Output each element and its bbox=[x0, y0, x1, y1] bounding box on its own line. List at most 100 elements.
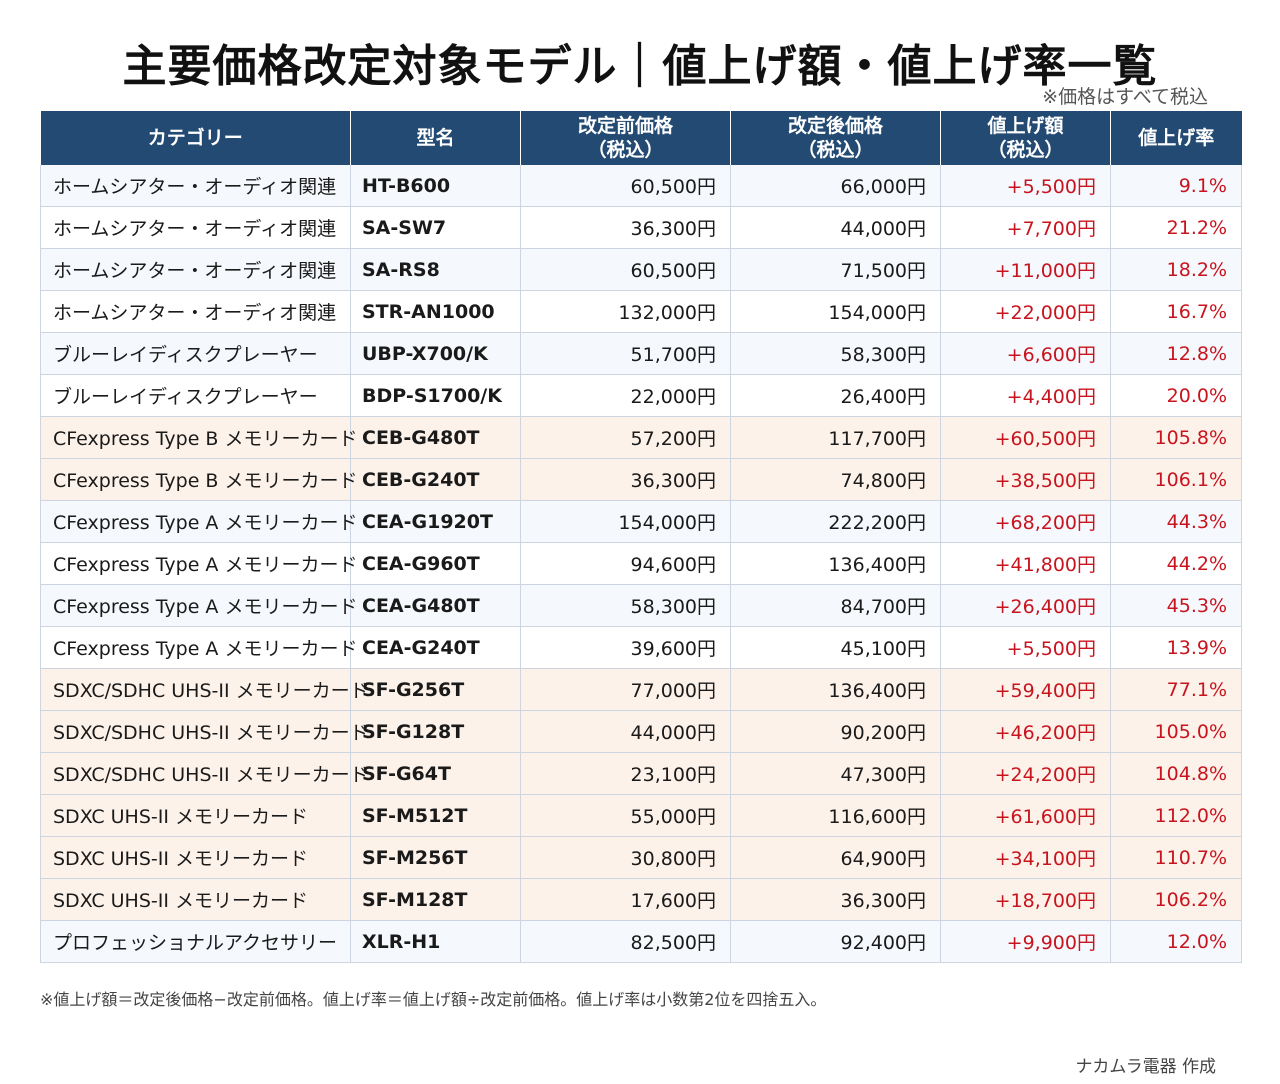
increase-cell: +22,000円 bbox=[940, 290, 1111, 333]
after-price-cell: 117,700円 bbox=[730, 416, 941, 459]
footnote: ※値上げ額＝改定後価格−改定前価格。値上げ率＝値上げ額÷改定前価格。値上げ率は小… bbox=[40, 990, 827, 1009]
rate-cell: 18.2% bbox=[1110, 248, 1242, 291]
rate-cell: 44.3% bbox=[1110, 500, 1242, 543]
rate-cell: 105.8% bbox=[1110, 416, 1242, 459]
category-cell: SDXC/SDHC UHS-II メモリーカード bbox=[40, 752, 369, 795]
increase-cell: +18,700円 bbox=[940, 878, 1111, 921]
category-cell: SDXC/SDHC UHS-II メモリーカード bbox=[40, 668, 369, 711]
category-cell: SDXC/SDHC UHS-II メモリーカード bbox=[40, 710, 369, 753]
model-cell: CEB-G480T bbox=[350, 416, 521, 459]
table-row: CFexpress Type B メモリーカード CEB-G240T 36,300円… bbox=[40, 458, 1242, 501]
rate-cell: 12.8% bbox=[1110, 332, 1242, 375]
table-row: SDXC/SDHC UHS-II メモリーカード SF-G128T 44,000円 9… bbox=[40, 710, 1242, 753]
category-cell: ブルーレイディスクプレーヤー bbox=[40, 332, 351, 375]
increase-cell: +9,900円 bbox=[940, 920, 1111, 963]
before-price-cell: 82,500円 bbox=[520, 920, 731, 963]
table-row: CFexpress Type A メモリーカード CEA-G960T 94,600円… bbox=[40, 542, 1242, 585]
category-cell: CFexpress Type A メモリーカード bbox=[40, 626, 357, 669]
category-cell: SDXC UHS-II メモリーカード bbox=[40, 878, 351, 921]
header-model: 型名 bbox=[350, 111, 521, 165]
increase-cell: +4,400円 bbox=[940, 374, 1111, 417]
model-cell: SF-M256T bbox=[350, 836, 521, 879]
price-table: カテゴリー 型名 改定前価格 （税込） 改定後価格 （税込） 値上げ額 （税込） 値上… bbox=[40, 111, 1242, 963]
category-cell: CFexpress Type B メモリーカード bbox=[40, 458, 358, 501]
header-before-price: 改定前価格 （税込） bbox=[520, 111, 731, 165]
before-price-cell: 154,000円 bbox=[520, 500, 731, 543]
model-cell: SF-G256T bbox=[350, 668, 521, 711]
header-after-price: 改定後価格 （税込） bbox=[730, 111, 941, 165]
rate-cell: 110.7% bbox=[1110, 836, 1242, 879]
rate-cell: 105.0% bbox=[1110, 710, 1242, 753]
table-row: ホームシアター・オーディオ関連 STR-AN1000 132,000円 154,000… bbox=[40, 290, 1242, 333]
before-price-cell: 23,100円 bbox=[520, 752, 731, 795]
before-price-cell: 17,600円 bbox=[520, 878, 731, 921]
before-price-cell: 39,600円 bbox=[520, 626, 731, 669]
category-cell: ホームシアター・オーディオ関連 bbox=[40, 248, 351, 291]
increase-cell: +59,400円 bbox=[940, 668, 1111, 711]
table-row: ホームシアター・オーディオ関連 SA-SW7 36,300円 44,000円 +7,70… bbox=[40, 206, 1242, 249]
table-row: CFexpress Type A メモリーカード CEA-G480T 58,300円… bbox=[40, 584, 1242, 627]
increase-cell: +7,700円 bbox=[940, 206, 1111, 249]
after-price-cell: 90,200円 bbox=[730, 710, 941, 753]
category-cell: SDXC UHS-II メモリーカード bbox=[40, 794, 351, 837]
table-row: CFexpress Type A メモリーカード CEA-G240T 39,600円… bbox=[40, 626, 1242, 669]
before-price-cell: 22,000円 bbox=[520, 374, 731, 417]
increase-cell: +60,500円 bbox=[940, 416, 1111, 459]
header-rate: 値上げ率 bbox=[1110, 111, 1242, 165]
table-row: ホームシアター・オーディオ関連 SA-RS8 60,500円 71,500円 +11,0… bbox=[40, 248, 1242, 291]
credit: ナカムラ電器 作成 bbox=[1075, 1057, 1216, 1077]
before-price-cell: 60,500円 bbox=[520, 248, 731, 291]
page-title: 主要価格改定対象モデル｜値上げ額・値上げ率一覧 bbox=[122, 41, 1158, 92]
model-cell: BDP-S1700/K bbox=[350, 374, 521, 417]
category-cell: CFexpress Type A メモリーカード bbox=[40, 584, 357, 627]
increase-cell: +11,000円 bbox=[940, 248, 1111, 291]
rate-cell: 106.1% bbox=[1110, 458, 1242, 501]
rate-cell: 9.1% bbox=[1110, 165, 1242, 207]
header-category: カテゴリー bbox=[40, 111, 351, 165]
header-increase: 値上げ額 （税込） bbox=[940, 111, 1111, 165]
after-price-cell: 45,100円 bbox=[730, 626, 941, 669]
model-cell: HT-B600 bbox=[350, 165, 521, 207]
before-price-cell: 60,500円 bbox=[520, 165, 731, 207]
increase-cell: +5,500円 bbox=[940, 626, 1111, 669]
after-price-cell: 116,600円 bbox=[730, 794, 941, 837]
table-row: SDXC UHS-II メモリーカード SF-M128T 17,600円 36,300… bbox=[40, 878, 1242, 921]
model-cell: SF-G64T bbox=[350, 752, 521, 795]
category-cell: SDXC UHS-II メモリーカード bbox=[40, 836, 351, 879]
before-price-cell: 44,000円 bbox=[520, 710, 731, 753]
model-cell: CEA-G960T bbox=[350, 542, 521, 585]
table-row: ブルーレイディスクプレーヤー UBP-X700/K 51,700円 58,300円 +6… bbox=[40, 332, 1242, 375]
before-price-cell: 51,700円 bbox=[520, 332, 731, 375]
after-price-cell: 58,300円 bbox=[730, 332, 941, 375]
rate-cell: 21.2% bbox=[1110, 206, 1242, 249]
before-price-cell: 132,000円 bbox=[520, 290, 731, 333]
category-cell: ホームシアター・オーディオ関連 bbox=[40, 290, 351, 333]
model-cell: SF-M512T bbox=[350, 794, 521, 837]
increase-cell: +5,500円 bbox=[940, 165, 1111, 207]
table-row: SDXC UHS-II メモリーカード SF-M256T 30,800円 64,900… bbox=[40, 836, 1242, 879]
increase-cell: +38,500円 bbox=[940, 458, 1111, 501]
model-cell: CEA-G480T bbox=[350, 584, 521, 627]
after-price-cell: 66,000円 bbox=[730, 165, 941, 207]
before-price-cell: 36,300円 bbox=[520, 206, 731, 249]
increase-cell: +68,200円 bbox=[940, 500, 1111, 543]
table-row: プロフェッショナルアクセサリー XLR-H1 82,500円 92,400円 +9,90… bbox=[40, 920, 1242, 963]
model-cell: CEA-G240T bbox=[350, 626, 521, 669]
model-cell: SF-M128T bbox=[350, 878, 521, 921]
model-cell: SF-G128T bbox=[350, 710, 521, 753]
category-cell: ホームシアター・オーディオ関連 bbox=[40, 206, 351, 249]
category-cell: CFexpress Type B メモリーカード bbox=[40, 416, 358, 459]
after-price-cell: 64,900円 bbox=[730, 836, 941, 879]
increase-cell: +41,800円 bbox=[940, 542, 1111, 585]
after-price-cell: 92,400円 bbox=[730, 920, 941, 963]
rate-cell: 45.3% bbox=[1110, 584, 1242, 627]
table-row: ブルーレイディスクプレーヤー BDP-S1700/K 22,000円 26,400円 +… bbox=[40, 374, 1242, 417]
category-cell: CFexpress Type A メモリーカード bbox=[40, 542, 357, 585]
rate-cell: 16.7% bbox=[1110, 290, 1242, 333]
after-price-cell: 154,000円 bbox=[730, 290, 941, 333]
increase-cell: +46,200円 bbox=[940, 710, 1111, 753]
model-cell: SA-SW7 bbox=[350, 206, 521, 249]
table-row: CFexpress Type A メモリーカード CEA-G1920T 154,00… bbox=[40, 500, 1242, 543]
rate-cell: 12.0% bbox=[1110, 920, 1242, 963]
table-header-row: カテゴリー 型名 改定前価格 （税込） 改定後価格 （税込） 値上げ額 （税込） 値上… bbox=[40, 111, 1242, 165]
